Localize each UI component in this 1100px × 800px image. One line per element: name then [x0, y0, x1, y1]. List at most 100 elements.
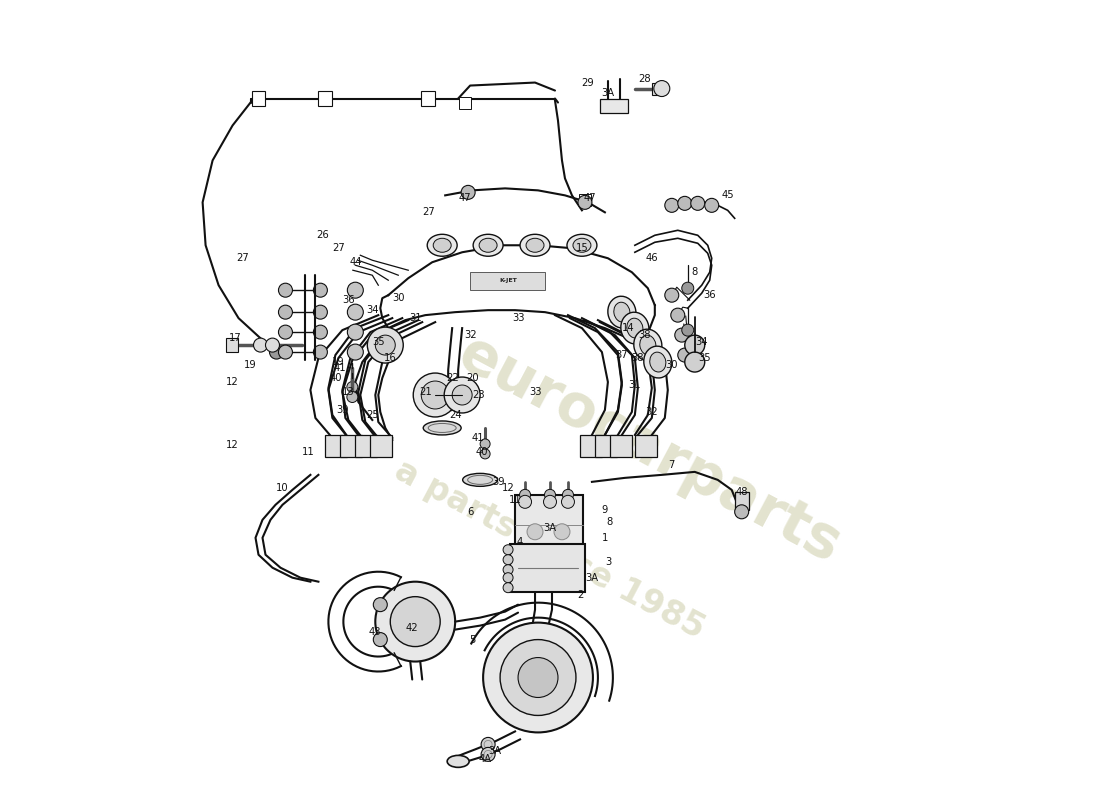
- Ellipse shape: [573, 238, 591, 252]
- Circle shape: [480, 439, 491, 449]
- Text: 4: 4: [517, 537, 524, 546]
- Circle shape: [682, 324, 694, 336]
- Bar: [459, 97, 471, 109]
- Text: 25: 25: [366, 410, 378, 420]
- Text: 19: 19: [244, 360, 257, 370]
- Circle shape: [348, 304, 363, 320]
- Circle shape: [578, 195, 592, 210]
- Text: 27: 27: [332, 243, 344, 254]
- Bar: [326, 435, 348, 457]
- Bar: [340, 435, 362, 457]
- Circle shape: [253, 338, 267, 352]
- Circle shape: [519, 490, 530, 500]
- Text: 47: 47: [459, 194, 472, 203]
- Text: K-JET: K-JET: [499, 278, 517, 282]
- Text: 41: 41: [472, 433, 484, 443]
- Text: 39: 39: [336, 405, 349, 415]
- Circle shape: [348, 324, 363, 340]
- Bar: [226, 338, 238, 352]
- Circle shape: [444, 377, 480, 413]
- Circle shape: [543, 495, 557, 508]
- Text: 30: 30: [392, 293, 405, 303]
- Ellipse shape: [614, 302, 630, 322]
- Text: 21: 21: [419, 387, 431, 397]
- Text: 27: 27: [236, 254, 249, 263]
- Circle shape: [461, 186, 475, 199]
- Text: 39: 39: [492, 477, 505, 487]
- Ellipse shape: [620, 312, 649, 344]
- Bar: [510, 544, 585, 592]
- Circle shape: [390, 597, 440, 646]
- Bar: [609, 435, 631, 457]
- Circle shape: [373, 598, 387, 612]
- Bar: [318, 90, 332, 106]
- Text: 36: 36: [703, 290, 716, 300]
- Text: 17: 17: [229, 333, 242, 343]
- Ellipse shape: [644, 346, 672, 378]
- Circle shape: [278, 325, 293, 339]
- Circle shape: [314, 305, 328, 319]
- Ellipse shape: [427, 234, 458, 256]
- Text: a parts since 1985: a parts since 1985: [389, 454, 711, 646]
- Circle shape: [481, 747, 495, 762]
- Text: 12: 12: [502, 483, 515, 493]
- Circle shape: [664, 198, 679, 212]
- Circle shape: [348, 344, 363, 360]
- Text: 27: 27: [421, 207, 434, 218]
- Circle shape: [375, 335, 395, 355]
- Ellipse shape: [520, 234, 550, 256]
- Circle shape: [367, 327, 404, 363]
- Circle shape: [480, 449, 491, 459]
- Ellipse shape: [448, 755, 469, 767]
- Circle shape: [518, 495, 531, 508]
- Text: eurocarparts: eurocarparts: [449, 325, 851, 575]
- Circle shape: [452, 385, 472, 405]
- Text: 3A: 3A: [585, 573, 598, 582]
- Bar: [371, 435, 393, 457]
- Circle shape: [671, 308, 685, 322]
- Text: 33: 33: [529, 387, 541, 397]
- Text: 6: 6: [468, 507, 473, 517]
- Bar: [595, 435, 617, 457]
- Circle shape: [314, 345, 328, 359]
- Circle shape: [265, 338, 279, 352]
- Circle shape: [685, 352, 705, 372]
- Text: 3A: 3A: [488, 746, 502, 756]
- Ellipse shape: [566, 234, 597, 256]
- Circle shape: [270, 345, 284, 359]
- Text: 44: 44: [349, 258, 362, 267]
- Text: 35: 35: [372, 337, 385, 347]
- Circle shape: [527, 524, 543, 540]
- Ellipse shape: [640, 335, 656, 355]
- Circle shape: [314, 325, 328, 339]
- Text: 20: 20: [465, 373, 478, 383]
- Circle shape: [678, 348, 692, 362]
- Text: 22: 22: [446, 373, 459, 383]
- Text: 26: 26: [316, 230, 329, 240]
- Text: 12: 12: [227, 377, 239, 387]
- Text: 47: 47: [584, 194, 596, 203]
- Text: 1: 1: [602, 533, 608, 542]
- Text: 34: 34: [366, 305, 378, 315]
- Circle shape: [483, 622, 593, 733]
- Text: 24: 24: [449, 410, 462, 420]
- Text: 40: 40: [329, 373, 342, 383]
- Bar: [355, 435, 377, 457]
- Circle shape: [518, 658, 558, 698]
- Ellipse shape: [424, 421, 461, 435]
- Circle shape: [691, 196, 705, 210]
- Text: 36: 36: [342, 295, 354, 305]
- Text: 3A: 3A: [602, 87, 615, 98]
- Text: 34: 34: [695, 337, 708, 347]
- Text: 28: 28: [638, 74, 651, 83]
- Bar: [635, 435, 657, 457]
- Bar: [652, 82, 662, 94]
- Ellipse shape: [526, 238, 544, 252]
- Circle shape: [678, 196, 692, 210]
- Text: 15: 15: [575, 243, 589, 254]
- Circle shape: [503, 554, 513, 565]
- Circle shape: [348, 282, 363, 298]
- Text: 32: 32: [646, 407, 658, 417]
- Text: 5: 5: [469, 634, 475, 645]
- Bar: [252, 90, 265, 106]
